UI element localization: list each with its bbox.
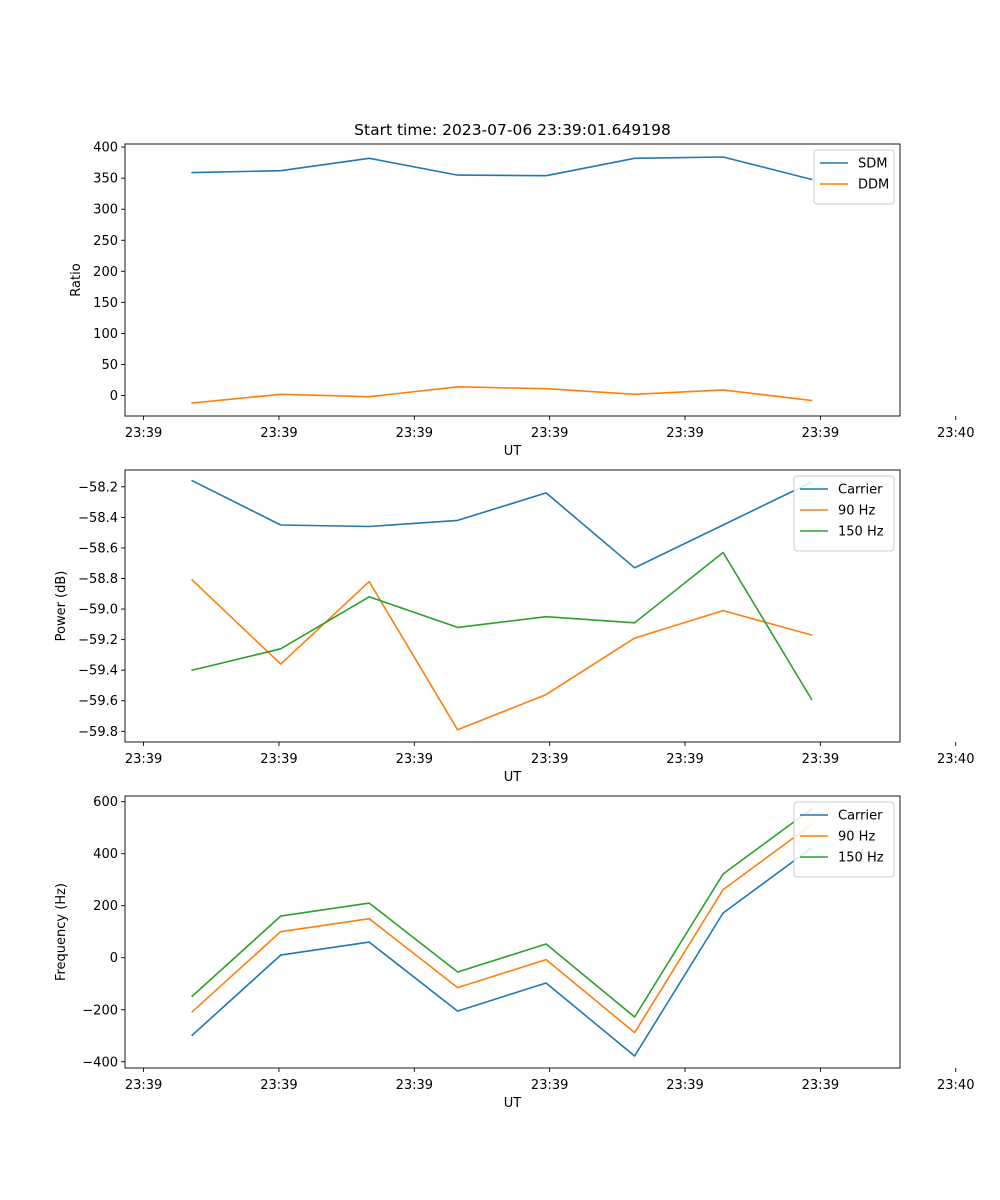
y-tick-label: −58.4 [78, 511, 118, 526]
x-axis-label: UT [504, 444, 522, 459]
y-tick-label: −59.8 [78, 725, 118, 740]
y-tick-label: −58.8 [78, 572, 118, 587]
series-line-90-hz [191, 823, 813, 1034]
legend-label-carrier: Carrier [838, 483, 883, 498]
axes-frame [124, 795, 901, 1069]
chart-panel-3: 23:39 23:39 23:39 23:39 23:39 23:39 23:40 −400 −… [54, 795, 974, 1111]
y-tick-label: −200 [82, 1003, 118, 1018]
chart-panel-1: 23:39 23:39 23:39 23:39 23:39 23:39 23:40 0 50 10… [69, 121, 974, 459]
x-tick-label: 23:40 [937, 1078, 974, 1093]
x-tick-label: 23:39 [531, 752, 568, 767]
legend-box [793, 801, 895, 878]
x-tick-label: 23:39 [125, 426, 162, 441]
x-tick-label: 23:39 [260, 1078, 297, 1093]
x-tick-label: 23:40 [937, 752, 974, 767]
y-tick-label: 0 [110, 389, 118, 404]
y-axis-label: Frequency (Hz) [54, 883, 69, 981]
y-tick-label: 300 [93, 203, 118, 218]
legend: Carrier 90 Hz 150 Hz [793, 475, 895, 552]
series-line-carrier [191, 479, 813, 569]
y-tick-label: 400 [93, 141, 118, 156]
axes-frame [124, 469, 901, 743]
y-tick-label: 200 [93, 899, 118, 914]
legend-label-90-hz: 90 Hz [838, 830, 875, 845]
x-tick-label: 23:39 [802, 1078, 839, 1093]
x-tick-label: 23:39 [260, 752, 297, 767]
series-line-90-hz [191, 578, 813, 731]
legend-label-sdm: SDM [858, 157, 887, 172]
chart-title: Start time: 2023-07-06 23:39:01.649198 [354, 121, 671, 139]
legend-box [793, 475, 895, 552]
y-tick-label: 150 [93, 296, 118, 311]
y-tick-label: 100 [93, 327, 118, 342]
series-line-150-hz [191, 807, 813, 1018]
y-tick-label: −400 [82, 1055, 118, 1070]
legend: SDM DDM [813, 149, 895, 205]
y-tick-label: 250 [93, 234, 118, 249]
x-tick-label: 23:39 [260, 426, 297, 441]
x-tick-label: 23:39 [531, 1078, 568, 1093]
y-tick-label: 600 [93, 795, 118, 810]
x-tick-label: 23:39 [802, 752, 839, 767]
x-tick-label: 23:39 [396, 426, 433, 441]
legend-label-90-hz: 90 Hz [838, 504, 875, 519]
x-tick-label: 23:40 [937, 426, 974, 441]
y-tick-label: 200 [93, 265, 118, 280]
x-tick-label: 23:39 [666, 1078, 703, 1093]
x-tick-label: 23:39 [125, 752, 162, 767]
legend: Carrier 90 Hz 150 Hz [793, 801, 895, 878]
y-tick-label: 0 [110, 951, 118, 966]
legend-label-ddm: DDM [858, 178, 889, 193]
x-tick-label: 23:39 [396, 1078, 433, 1093]
series-line-ddm [191, 385, 813, 404]
axes-frame [124, 143, 901, 417]
x-tick-label: 23:39 [531, 426, 568, 441]
y-axis-label: Power (dB) [54, 571, 69, 642]
series-line-sdm [191, 156, 813, 181]
x-axis-label: UT [504, 1096, 522, 1111]
y-tick-label: −59.2 [78, 633, 118, 648]
legend-label-150-hz: 150 Hz [838, 525, 884, 540]
x-tick-label: 23:39 [802, 426, 839, 441]
y-tick-label: −58.2 [78, 480, 118, 495]
x-tick-label: 23:39 [125, 1078, 162, 1093]
chart-panel-2: 23:39 23:39 23:39 23:39 23:39 23:39 23:40 −59.8… [54, 469, 974, 785]
y-tick-label: 50 [101, 358, 118, 373]
y-tick-label: −59.0 [78, 603, 118, 618]
y-tick-label: −59.6 [78, 694, 118, 709]
legend-label-carrier: Carrier [838, 809, 883, 824]
x-axis-label: UT [504, 770, 522, 785]
series-line-150-hz [191, 551, 813, 701]
x-tick-label: 23:39 [666, 426, 703, 441]
y-axis-label: Ratio [69, 263, 84, 296]
y-tick-label: −58.6 [78, 541, 118, 556]
series-line-carrier [191, 846, 813, 1057]
x-tick-label: 23:39 [396, 752, 433, 767]
legend-label-150-hz: 150 Hz [838, 851, 884, 866]
x-tick-label: 23:39 [666, 752, 703, 767]
y-tick-label: 400 [93, 847, 118, 862]
y-tick-label: 350 [93, 172, 118, 187]
y-tick-label: −59.4 [78, 664, 118, 679]
